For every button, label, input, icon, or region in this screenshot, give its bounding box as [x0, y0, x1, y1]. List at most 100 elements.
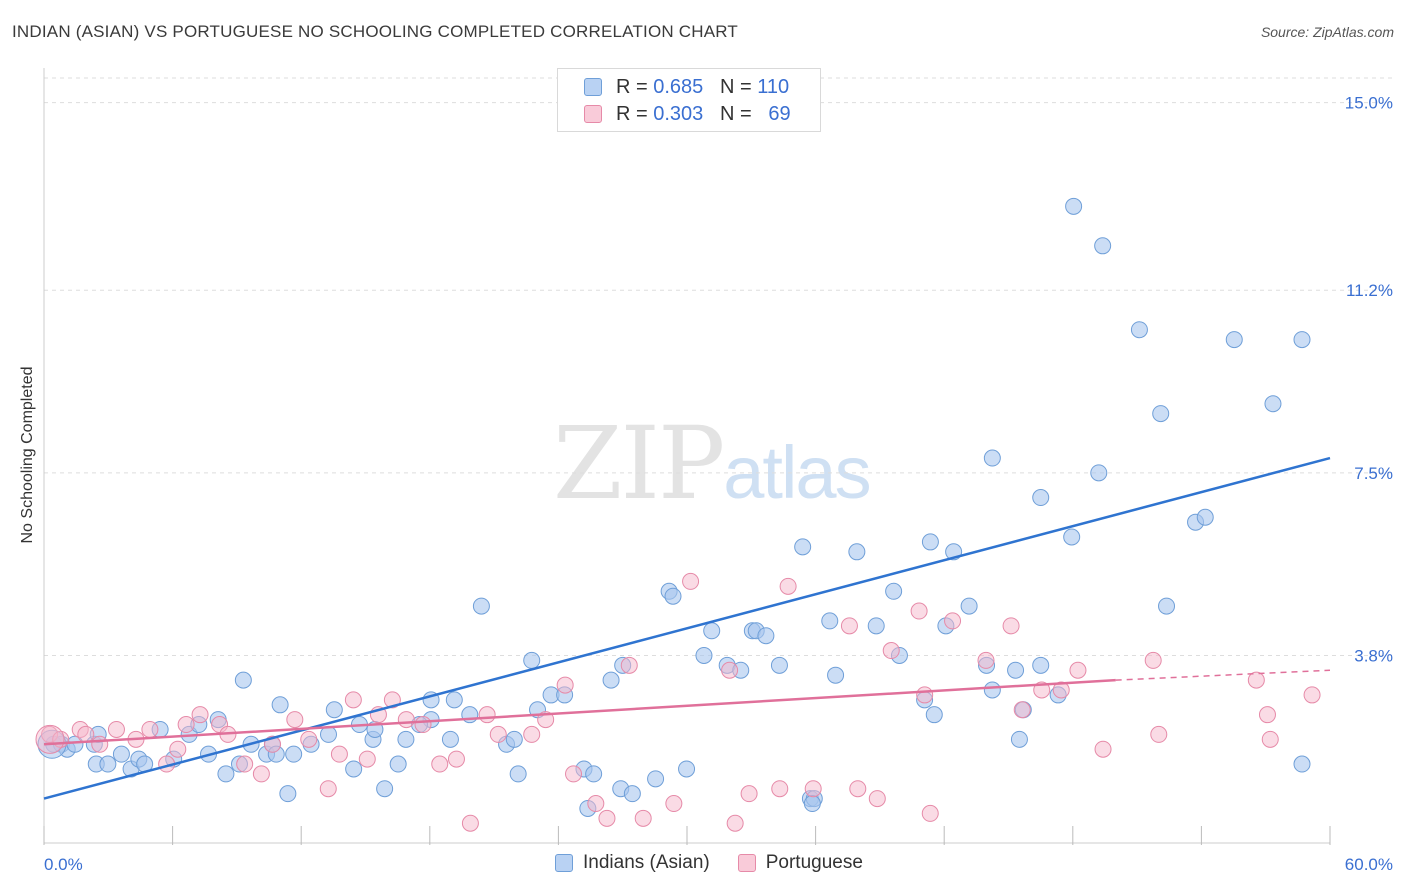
indians-point — [1065, 197, 1083, 215]
indians-point — [757, 627, 775, 645]
indians-point — [397, 730, 415, 748]
portuguese-point — [779, 577, 797, 595]
indians-point — [1010, 730, 1028, 748]
indians-point — [112, 745, 130, 763]
indians-point — [695, 646, 713, 664]
legend-n-label: N = — [719, 102, 752, 125]
portuguese-point — [556, 676, 574, 694]
indians-point — [664, 587, 682, 605]
x-tick-label: 0.0% — [44, 855, 83, 874]
indians-point — [1293, 331, 1311, 349]
portuguese-point — [620, 656, 638, 674]
portuguese-point — [740, 785, 758, 803]
indians-point — [647, 770, 665, 788]
indians-point — [376, 780, 394, 798]
series-legend-indians: Indians (Asian) — [555, 852, 710, 874]
indians-point — [1196, 508, 1214, 526]
portuguese-point — [107, 720, 125, 738]
y-tick-label: 3.8% — [1354, 646, 1393, 665]
portuguese-point — [1052, 681, 1070, 699]
portuguese-point — [35, 724, 65, 754]
legend-n-value: 110 — [757, 75, 790, 98]
indians-point — [827, 666, 845, 684]
portuguese-point — [921, 804, 939, 822]
series-legend: Indians (Asian) Portuguese — [555, 852, 891, 874]
legend-row-indians: R = 0.685 N = 110 — [584, 75, 789, 99]
portuguese-point — [1144, 651, 1162, 669]
indians-point — [345, 760, 363, 778]
portuguese-point — [330, 745, 348, 763]
indians-point — [585, 765, 603, 783]
indians-point — [602, 671, 620, 689]
portuguese-point — [523, 725, 541, 743]
series-swatch-blue — [555, 854, 573, 872]
indians-point — [885, 582, 903, 600]
legend-row-portuguese: R = 0.303 N = 69 — [584, 102, 791, 126]
portuguese-point — [634, 809, 652, 827]
indians-point — [983, 681, 1001, 699]
portuguese-point — [344, 691, 362, 709]
portuguese-point — [1094, 740, 1112, 758]
portuguese-point — [916, 686, 934, 704]
portuguese-point — [397, 711, 415, 729]
portuguese-point — [1258, 706, 1276, 724]
indians-point — [325, 701, 343, 719]
portuguese-point — [1002, 617, 1020, 635]
portuguese-point — [771, 780, 789, 798]
portuguese-point — [431, 755, 449, 773]
portuguese-point — [882, 642, 900, 660]
portuguese-point — [849, 780, 867, 798]
indians-point — [285, 745, 303, 763]
portuguese-point — [977, 651, 995, 669]
portuguese-point — [77, 725, 95, 743]
portuguese-point — [461, 814, 479, 832]
indians-point — [279, 785, 297, 803]
indians-point — [921, 533, 939, 551]
legend-swatch-pink — [584, 105, 602, 123]
indians-point — [794, 538, 812, 556]
portuguese-point — [587, 795, 605, 813]
portuguese-point — [840, 617, 858, 635]
portuguese-point — [141, 720, 159, 738]
indians-point — [389, 755, 407, 773]
indians-point — [848, 543, 866, 561]
portuguese-point — [286, 711, 304, 729]
indians-point — [925, 706, 943, 724]
portuguese-point — [682, 572, 700, 590]
stats-legend: R = 0.685 N = 110 R = 0.303 N = 69 — [557, 68, 821, 132]
legend-r-label: R = — [616, 102, 648, 125]
portuguese-point — [489, 725, 507, 743]
legend-r-label: R = — [616, 75, 648, 98]
y-tick-label: 11.2% — [1346, 281, 1393, 300]
indians-point — [703, 622, 721, 640]
portuguese-point — [383, 691, 401, 709]
portuguese-point — [191, 706, 209, 724]
portuguese-point — [665, 795, 683, 813]
indians-point — [1264, 395, 1282, 413]
y-tick-label: 7.5% — [1354, 464, 1393, 483]
watermark-zip: ZIP — [553, 405, 725, 522]
series-legend-portuguese: Portuguese — [737, 852, 863, 874]
indians-point — [1090, 464, 1108, 482]
portuguese-point — [565, 765, 583, 783]
legend-r-value: 0.685 — [653, 75, 704, 98]
legend-n-label: N = — [719, 75, 752, 98]
indians-point — [1293, 755, 1311, 773]
indians-point — [523, 651, 541, 669]
portuguese-point — [177, 716, 195, 734]
indians-point — [821, 612, 839, 630]
indians-point — [983, 449, 1001, 467]
series-name-portuguese: Portuguese — [765, 852, 863, 873]
portuguese-point — [447, 750, 465, 768]
indians-point — [1225, 331, 1243, 349]
portuguese-point — [910, 602, 928, 620]
indians-point — [960, 597, 978, 615]
indians-point — [1032, 656, 1050, 674]
indians-point — [1063, 528, 1081, 546]
source-note: Source: ZipAtlas.com — [1260, 24, 1394, 40]
portuguese-point — [236, 755, 254, 773]
chart-title: INDIAN (ASIAN) VS PORTUGUESE NO SCHOOLIN… — [12, 22, 739, 41]
portuguese-point — [319, 780, 337, 798]
indians-point — [867, 617, 885, 635]
indians-point — [1130, 321, 1148, 339]
